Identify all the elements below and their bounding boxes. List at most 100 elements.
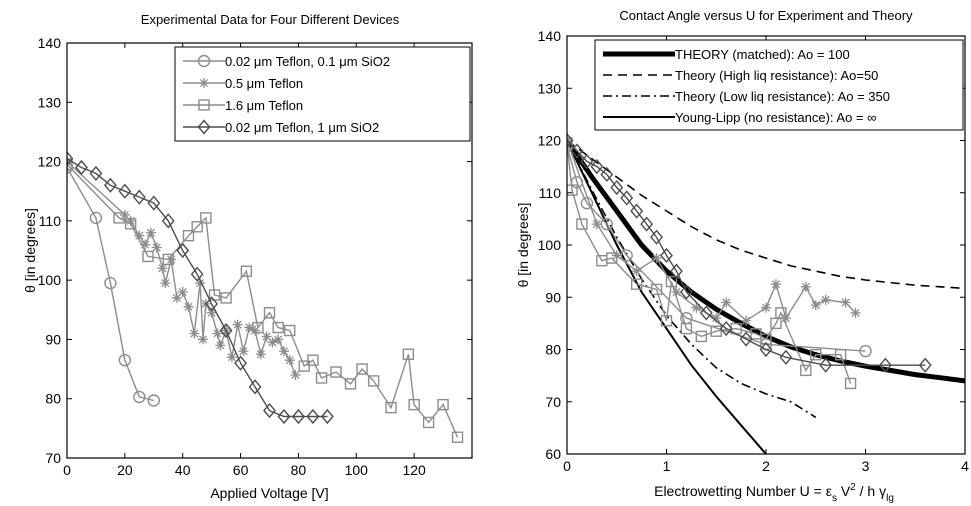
- plot1-series-2-point: [189, 328, 200, 339]
- plot1-ytick-label: 130: [38, 94, 62, 110]
- plot1-series-2-point: [212, 328, 223, 339]
- plot1-series-4-point: [205, 296, 219, 312]
- plot1-ytick-label: 140: [38, 35, 62, 51]
- plot1-series-2-point: [195, 278, 206, 289]
- plot2-series-8-point: [679, 284, 693, 300]
- plot2-series-6-point: [631, 266, 642, 277]
- plot1-series-2-point: [255, 349, 266, 360]
- plot2-ytick-label: 90: [545, 289, 561, 305]
- plot1-series-3-point: [263, 307, 276, 319]
- plot2-series-8-point: [580, 153, 594, 169]
- plot2-series-6-point: [711, 313, 722, 324]
- plot1-xlabel: Applied Voltage [V]: [210, 485, 328, 501]
- plot2-ytick-label: 120: [538, 133, 562, 149]
- plot2-series-7-line: [567, 143, 852, 384]
- plot1-series-2-point: [273, 334, 284, 345]
- plot2-series-8-point: [918, 357, 932, 373]
- plot1-ytick-label: 70: [45, 450, 61, 466]
- plot2-series-8-point: [650, 229, 663, 245]
- plot1-series-4-point: [147, 195, 161, 211]
- plot2-ytick-label: 110: [539, 185, 562, 201]
- plot1-series-4-point: [263, 402, 276, 419]
- plot2-xtick-label: 0: [563, 458, 571, 474]
- plot1-series-3-point: [451, 431, 464, 443]
- plot2-xtick-label: 2: [762, 458, 770, 474]
- plot2-series-7-point: [576, 218, 588, 230]
- plot1-series-2-point: [125, 215, 136, 226]
- plot2-series-8-point: [630, 203, 644, 219]
- plot2-series-8-point: [878, 357, 892, 373]
- plot1-series-2-point: [290, 370, 301, 380]
- plot2-series-7-point: [630, 278, 643, 290]
- plot1-legend: [174, 46, 471, 142]
- plot2-series-7-point: [650, 283, 663, 296]
- plot1-legend-marker: [197, 119, 211, 135]
- plot1-series-3-point: [200, 212, 212, 224]
- plot1-legend-label: 0.5 μm Teflon: [225, 76, 303, 91]
- plot2-series-6-point: [850, 307, 861, 318]
- plot1-series-2-point: [160, 278, 171, 289]
- plot2-legend-label: Young-Lipp (no resistance): Ao = ∞: [675, 110, 876, 125]
- plot1-series-3-point: [284, 324, 296, 337]
- plot1-series-4-point: [103, 177, 117, 193]
- plot1-ylabel: θ [in degrees]: [22, 208, 38, 293]
- plot-1-layer: Experimental Data for Four Different Dev…: [22, 12, 473, 501]
- plot2-series-6-point: [840, 297, 851, 308]
- plot1-series-3-point: [67, 158, 73, 171]
- plot2-series-8-point: [759, 341, 773, 358]
- plot2-series-6-point: [770, 279, 781, 290]
- plot1-title: Experimental Data for Four Different Dev…: [141, 12, 400, 27]
- plot1-xtick-label: 80: [291, 462, 307, 478]
- plot1-series-3-point: [367, 375, 380, 387]
- plot1-series-2-point: [119, 209, 130, 220]
- plot1-series-3-point: [142, 250, 154, 263]
- plot2-series-8-point: [570, 143, 584, 159]
- plot1-xtick-label: 60: [233, 462, 249, 478]
- plot2-series-5-point: [859, 344, 872, 358]
- plot1-xtick-label: 40: [175, 462, 191, 478]
- plot2-series-6-point: [741, 315, 752, 326]
- plot1-series-3-point: [113, 212, 125, 224]
- plot2-ytick-label: 140: [538, 28, 562, 44]
- plot1-series-2-point: [183, 301, 194, 312]
- plot2-legend-label: THEORY (matched): Ao = 100: [675, 47, 850, 62]
- plot1-series-1-point: [133, 390, 146, 404]
- plot2-series-6-point: [820, 294, 831, 305]
- plot1-legend-label: 1.6 μm Teflon: [225, 98, 303, 113]
- plot1-series-2-point: [261, 331, 272, 342]
- plot1-series-3-point: [330, 366, 342, 378]
- plot2-series-4-line: [567, 140, 767, 454]
- plot2-xtick-label: 4: [961, 458, 969, 474]
- plot1-series-3-point: [422, 416, 435, 429]
- plot2-series-7-point: [665, 275, 678, 288]
- plot1-series-2-point: [134, 230, 145, 241]
- plot1-series-4-point: [277, 408, 291, 425]
- plot1-series-3-point: [307, 354, 319, 366]
- plot1-series-2-point: [250, 325, 261, 336]
- plot1-series-4-point: [118, 183, 132, 199]
- plot2-series-2-line: [567, 139, 965, 290]
- plot2-xlabel: Electrowetting Number U = εs V2 / h γlg: [654, 482, 894, 504]
- plot1-series-2-point: [197, 334, 208, 345]
- plot1-series-2-point: [145, 227, 156, 238]
- plot1-series-3-point: [437, 398, 449, 411]
- plot1-legend-marker: [198, 99, 210, 111]
- plot2-xtick-label: 3: [862, 458, 870, 474]
- plot2-ytick-label: 130: [538, 80, 562, 96]
- plot1-ytick-label: 100: [38, 272, 62, 288]
- plot2-series-7-point: [775, 307, 787, 319]
- plot1-series-2-point: [278, 346, 289, 357]
- plot2-series-7-point: [660, 315, 673, 327]
- plot1-series-4-point: [75, 159, 88, 176]
- plot2-series-8-point: [567, 132, 574, 149]
- plot1-series-4-point: [176, 242, 190, 259]
- plot2-series-6-point: [671, 287, 682, 298]
- plot1-series-3-point: [298, 360, 310, 372]
- plot1-series-1-point: [147, 394, 160, 407]
- plot1-series-2-point: [215, 340, 226, 351]
- plot2-series-3-line: [567, 140, 817, 419]
- plot1-series-2-point: [166, 254, 177, 265]
- plot2-ytick-label: 80: [545, 342, 561, 358]
- plot2-series-8-point: [779, 349, 793, 365]
- plot1-series-4-point: [248, 379, 262, 395]
